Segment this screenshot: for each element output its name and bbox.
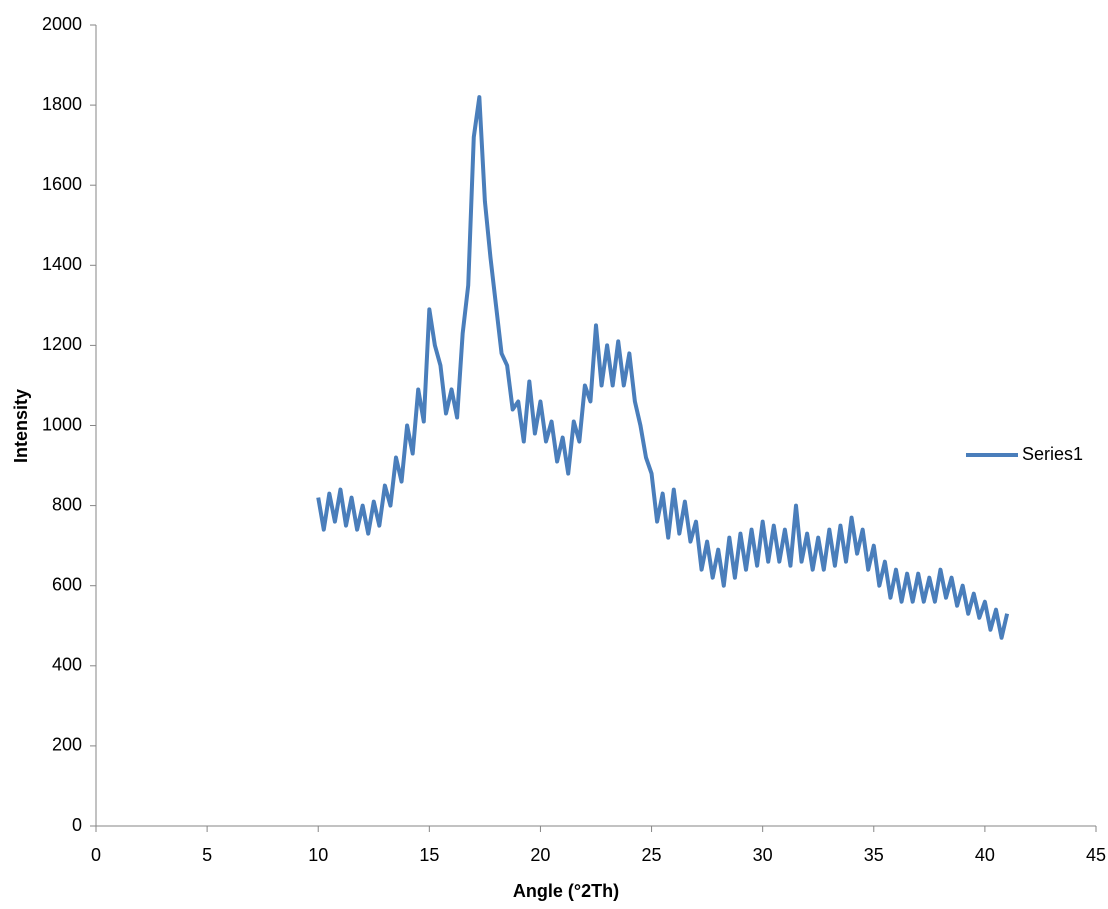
- x-tick-label: 30: [753, 845, 773, 865]
- x-tick-label: 35: [864, 845, 884, 865]
- y-tick-label: 400: [52, 655, 82, 675]
- x-axis-label: Angle (°2Th): [513, 881, 619, 901]
- y-tick-label: 800: [52, 494, 82, 514]
- series-line: [316, 95, 1010, 640]
- y-tick-label: 1400: [42, 254, 82, 274]
- y-tick-label: 1600: [42, 174, 82, 194]
- x-tick-label: 20: [530, 845, 550, 865]
- x-tick-label: 45: [1086, 845, 1106, 865]
- y-tick-label: 2000: [42, 14, 82, 34]
- x-tick-label: 0: [91, 845, 101, 865]
- y-tick-label: 1000: [42, 414, 82, 434]
- y-tick-label: 1800: [42, 94, 82, 114]
- y-tick-label: 1200: [42, 334, 82, 354]
- x-tick-label: 40: [975, 845, 995, 865]
- x-tick-label: 5: [202, 845, 212, 865]
- legend-label: Series1: [1022, 444, 1083, 464]
- x-tick-label: 10: [308, 845, 328, 865]
- x-tick-label: 15: [419, 845, 439, 865]
- x-tick-label: 25: [642, 845, 662, 865]
- y-tick-label: 200: [52, 735, 82, 755]
- y-tick-label: 0: [72, 815, 82, 835]
- y-axis-label: Intensity: [11, 389, 31, 463]
- y-tick-label: 600: [52, 574, 82, 594]
